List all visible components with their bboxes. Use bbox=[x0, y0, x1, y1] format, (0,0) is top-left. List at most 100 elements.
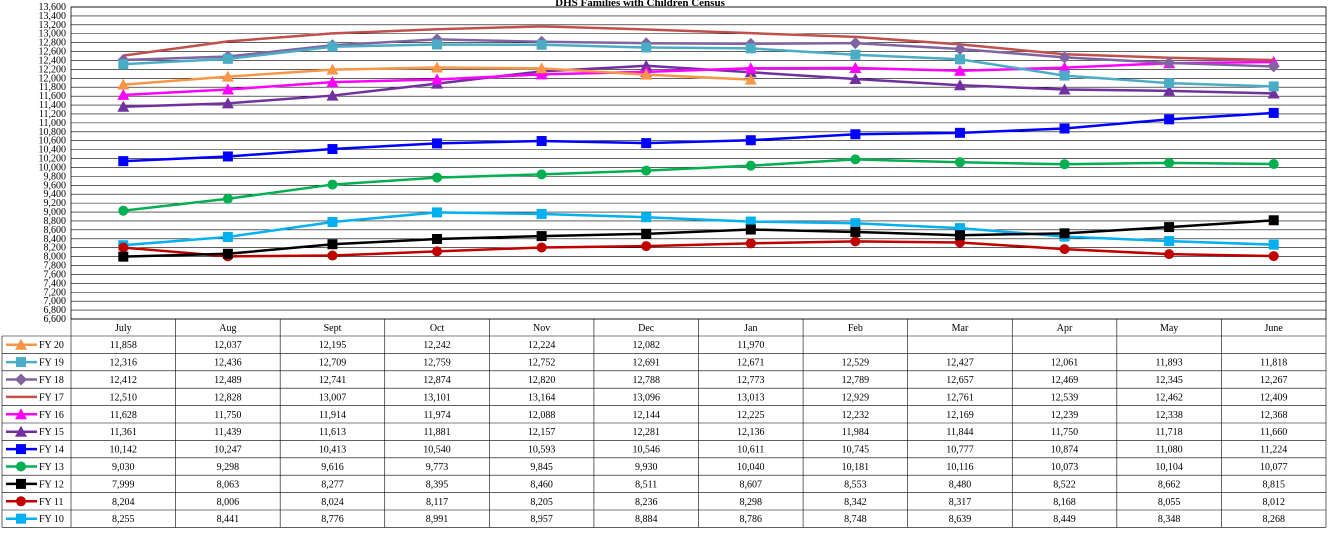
data-point bbox=[745, 135, 756, 146]
table-cell: 8,776 bbox=[321, 514, 344, 525]
data-point bbox=[327, 179, 338, 190]
table-cell: 10,593 bbox=[528, 445, 556, 456]
table-cell: 11,893 bbox=[1156, 358, 1183, 369]
data-point bbox=[431, 73, 444, 85]
table-cell: 11,914 bbox=[319, 410, 346, 421]
series-fy-17 bbox=[123, 25, 1274, 62]
y-tick-label: 10,200 bbox=[39, 154, 67, 165]
legend-entry: FY 20 bbox=[39, 340, 64, 351]
x-category-label: Mar bbox=[952, 323, 969, 334]
data-point bbox=[118, 242, 129, 253]
legend-entry: FY 13 bbox=[39, 462, 64, 473]
data-point bbox=[1163, 84, 1176, 96]
table-cell: 11,881 bbox=[423, 427, 450, 438]
table-cell: 8,395 bbox=[426, 479, 449, 490]
table-cell: 8,607 bbox=[740, 479, 763, 490]
y-tick-label: 9,600 bbox=[44, 180, 67, 191]
table-cell: 12,239 bbox=[1051, 410, 1079, 421]
table-cell: 12,773 bbox=[737, 375, 765, 386]
data-point bbox=[118, 59, 129, 70]
table-cell: 12,510 bbox=[110, 392, 138, 403]
table-cell: 12,489 bbox=[214, 375, 242, 386]
table-cell: 12,789 bbox=[842, 375, 870, 386]
table-cell: 8,522 bbox=[1053, 479, 1076, 490]
table-cell: 8,255 bbox=[112, 514, 135, 525]
data-point bbox=[1164, 249, 1175, 260]
data-point bbox=[16, 513, 26, 524]
legend-entry: FY 19 bbox=[39, 358, 64, 369]
table-row: FY 11 8,204 8,006 8,024 8,117 8,205 8,236 8,298… bbox=[6, 496, 1285, 508]
legend-entry: FY 18 bbox=[39, 375, 64, 386]
data-point bbox=[326, 76, 339, 88]
data-point bbox=[326, 89, 339, 101]
table-cell: 8,342 bbox=[844, 497, 867, 508]
table-cell: 8,786 bbox=[740, 514, 763, 525]
data-point bbox=[744, 73, 757, 85]
table-cell: 8,815 bbox=[1262, 479, 1285, 490]
table-cell: 11,224 bbox=[1260, 445, 1287, 456]
table-cell: 12,061 bbox=[1051, 358, 1079, 369]
x-category-label: Aug bbox=[219, 323, 236, 334]
table-cell: 12,529 bbox=[842, 358, 870, 369]
table-row: FY 16 11,628 11,750 11,914 11,974 12,088 12,14… bbox=[6, 408, 1287, 421]
table-cell: 8,348 bbox=[1158, 514, 1181, 525]
table-cell: 12,088 bbox=[528, 410, 556, 421]
table-cell: 10,745 bbox=[842, 445, 870, 456]
y-tick-label: 7,000 bbox=[44, 296, 67, 307]
table-cell: 12,368 bbox=[1260, 410, 1288, 421]
table-cell: 12,741 bbox=[319, 375, 347, 386]
legend-entry: FY 12 bbox=[39, 479, 64, 490]
data-point bbox=[16, 444, 26, 455]
data-point bbox=[221, 70, 234, 82]
y-tick-label: 9,200 bbox=[44, 198, 67, 209]
table-cell: 8,168 bbox=[1053, 497, 1076, 508]
data-point bbox=[536, 169, 547, 180]
data-point bbox=[327, 250, 338, 261]
data-point bbox=[849, 61, 862, 73]
data-point bbox=[954, 230, 965, 241]
series-line bbox=[123, 158, 1274, 212]
table-cell: 12,195 bbox=[319, 340, 347, 351]
data-point bbox=[327, 144, 338, 155]
table-cell: 12,691 bbox=[632, 358, 660, 369]
legend-entry: FY 11 bbox=[39, 497, 64, 508]
data-point bbox=[1059, 228, 1070, 239]
x-category-label: May bbox=[1160, 323, 1178, 334]
table-cell: 9,298 bbox=[217, 462, 240, 473]
data-point bbox=[641, 138, 652, 149]
x-category-label: Feb bbox=[848, 323, 863, 334]
table-cell: 11,439 bbox=[214, 427, 241, 438]
table-cell: 12,671 bbox=[737, 358, 765, 369]
data-point bbox=[536, 242, 547, 253]
data-point bbox=[15, 373, 27, 386]
y-tick-label: 8,400 bbox=[44, 234, 67, 245]
data-point bbox=[118, 251, 129, 262]
table-cell: 12,752 bbox=[528, 358, 556, 369]
table-cell: 10,181 bbox=[842, 462, 870, 473]
table-cell: 8,639 bbox=[949, 514, 972, 525]
data-point bbox=[221, 97, 234, 109]
table-cell: 11,858 bbox=[110, 340, 137, 351]
data-point bbox=[745, 224, 756, 235]
table-cell: 11,844 bbox=[946, 427, 973, 438]
data-point bbox=[641, 241, 652, 252]
legend-entry: FY 10 bbox=[39, 514, 64, 525]
data-point bbox=[536, 39, 547, 50]
y-tick-label: 10,800 bbox=[39, 127, 67, 138]
table-cell: 12,657 bbox=[946, 375, 974, 386]
data-point bbox=[536, 136, 547, 147]
data-point bbox=[432, 207, 443, 218]
table-cell: 11,613 bbox=[319, 427, 346, 438]
y-tick-label: 12,000 bbox=[39, 73, 67, 84]
table-cell: 10,874 bbox=[1051, 445, 1079, 456]
data-point bbox=[1059, 159, 1070, 170]
table-cell: 11,628 bbox=[110, 410, 137, 421]
table-cell: 11,818 bbox=[1260, 358, 1287, 369]
table-row: FY 12 7,999 8,063 8,277 8,395 8,460 8,511 8,607… bbox=[6, 478, 1285, 490]
data-point bbox=[15, 425, 27, 437]
legend-entry: FY 14 bbox=[39, 445, 64, 456]
series-fy-14 bbox=[118, 107, 1279, 167]
y-tick-label: 8,600 bbox=[44, 225, 67, 236]
data-point bbox=[15, 338, 27, 350]
